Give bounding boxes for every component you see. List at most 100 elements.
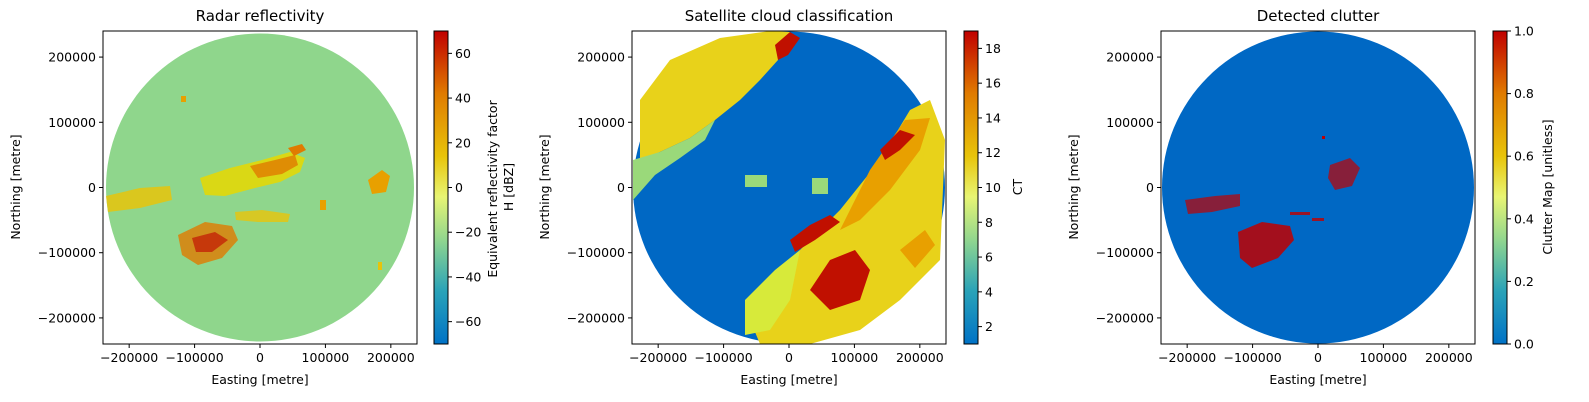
- chart-title: Satellite cloud classification: [685, 7, 894, 25]
- y-axis: −200000 −100000 0 100000 200000: [567, 50, 632, 325]
- colorbar-label: Clutter Map [unitless]: [1540, 119, 1555, 254]
- colorbar-tick-label: 0.2: [1514, 274, 1534, 289]
- y-axis: −200000 −100000 0 100000 200000: [1096, 50, 1161, 325]
- class-red-northeast: [880, 130, 915, 160]
- colorbar-tick-label: −40: [455, 269, 481, 284]
- class-orange-southeast: [900, 230, 935, 268]
- x-tick-label: 0: [785, 350, 793, 365]
- colorbar-tick-label: 0.4: [1514, 211, 1534, 226]
- x-tick-label: 100000: [831, 350, 879, 365]
- x-axis-label: Easting [metre]: [211, 372, 308, 387]
- y-tick-label: 100000: [577, 115, 625, 130]
- class-red-core: [810, 250, 870, 310]
- x-axis-label: Easting [metre]: [740, 372, 837, 387]
- y-axis-label: Northing [metre]: [8, 134, 23, 239]
- colorbar-tick-label: 0.0: [1514, 337, 1534, 352]
- colorbar-tick-label: −60: [455, 314, 481, 329]
- colorbar: 0.0 0.2 0.4 0.6 0.8 1.0 Clutter Map [unitless…: [1492, 24, 1555, 352]
- class-red-streak: [790, 215, 840, 252]
- y-tick-label: 100000: [1106, 115, 1154, 130]
- x-tick-label: 0: [256, 350, 264, 365]
- x-tick-label: −100000: [694, 350, 752, 365]
- clutter-west-streak: [1185, 194, 1240, 214]
- x-axis-label: Easting [metre]: [1269, 372, 1366, 387]
- colorbar-tick-label: 12: [985, 145, 1001, 160]
- colorbar-tick-label: 8: [985, 215, 993, 230]
- x-tick-label: 100000: [302, 350, 350, 365]
- clutter-detections: [1185, 136, 1360, 268]
- colorbar-tick-label: 16: [985, 76, 1001, 91]
- echo-east-small: [320, 200, 326, 210]
- class-yellow-northwest: [640, 31, 790, 160]
- y-axis-label: Northing [metre]: [537, 134, 552, 239]
- x-tick-label: −200000: [100, 350, 158, 365]
- colorbar-tick-label: 1.0: [1514, 24, 1534, 39]
- y-axis: −200000 −100000 0 100000 200000: [38, 50, 103, 325]
- colorbar-label: CT: [1010, 178, 1025, 195]
- y-tick-label: −200000: [38, 310, 96, 325]
- colorbar: 2 4 6 8 10 12 14 16 18 CT: [963, 30, 1025, 345]
- clutter-south-cluster: [1238, 222, 1294, 268]
- class-lightgreen-patch-2: [812, 178, 828, 194]
- colorbar-gradient: [433, 30, 449, 345]
- y-tick-label: 200000: [48, 50, 96, 65]
- colorbar-ticks: −60 −40 −20 0 20 40 60: [448, 46, 481, 329]
- y-tick-label: 0: [617, 180, 625, 195]
- x-tick-label: −100000: [1223, 350, 1281, 365]
- colorbar-tick-label: 60: [455, 46, 471, 61]
- colorbar-tick-label: 0.8: [1514, 86, 1534, 101]
- panel-satellite-cloud-classification: Satellite cloud classification −200000 −1…: [537, 7, 1025, 387]
- x-tick-label: −100000: [165, 350, 223, 365]
- x-axis: −200000 −100000 0 100000 200000: [1158, 344, 1473, 365]
- plot-area: [1162, 31, 1474, 344]
- colorbar-tick-label: 10: [985, 180, 1001, 195]
- class-yellowgreen-south: [745, 250, 800, 335]
- x-tick-label: 200000: [896, 350, 944, 365]
- echo-mid-south-streak: [235, 210, 290, 222]
- y-tick-label: −100000: [567, 245, 625, 260]
- colorbar-ticks: 0.0 0.2 0.4 0.6 0.8 1.0: [1507, 24, 1534, 352]
- x-tick-label: −200000: [629, 350, 687, 365]
- clutter-speck-2: [1290, 212, 1310, 215]
- clutter-speck-1: [1322, 136, 1325, 139]
- plot-area: [633, 31, 945, 344]
- y-tick-label: 100000: [48, 115, 96, 130]
- colorbar-gradient: [963, 30, 979, 345]
- chart-title: Detected clutter: [1257, 7, 1380, 25]
- colorbar-gradient: [1492, 30, 1508, 345]
- echo-south-cluster-inner: [192, 232, 228, 252]
- class-red-north-strip: [775, 32, 800, 60]
- colorbar-tick-label: 6: [985, 250, 993, 265]
- y-tick-label: −200000: [567, 310, 625, 325]
- y-tick-label: −100000: [1096, 245, 1154, 260]
- colorbar-tick-label: 20: [455, 135, 471, 150]
- y-tick-label: 200000: [1106, 50, 1154, 65]
- x-axis: −200000 −100000 0 100000 200000: [100, 344, 415, 365]
- y-axis-label: Northing [metre]: [1066, 134, 1081, 239]
- echo-south-east-speck: [378, 262, 382, 270]
- y-tick-label: 0: [1146, 180, 1154, 195]
- y-tick-label: −200000: [1096, 310, 1154, 325]
- colorbar-tick-label: 18: [985, 41, 1001, 56]
- reflectivity-echoes: [106, 96, 390, 270]
- x-tick-label: 100000: [1360, 350, 1408, 365]
- y-tick-label: −100000: [38, 245, 96, 260]
- x-tick-label: 0: [1314, 350, 1322, 365]
- class-lightgreen-patch-1: [745, 175, 767, 187]
- clutter-east-cluster: [1328, 158, 1360, 190]
- x-tick-label: 200000: [367, 350, 415, 365]
- colorbar-tick-label: 4: [985, 284, 993, 299]
- x-axis: −200000 −100000 0 100000 200000: [629, 344, 944, 365]
- echo-north-speck: [181, 96, 186, 102]
- echo-north-east-streak: [288, 144, 306, 156]
- colorbar-tick-label: 0.6: [1514, 149, 1534, 164]
- class-orange-band: [840, 118, 930, 230]
- colorbar-tick-label: −20: [455, 225, 481, 240]
- y-tick-label: 200000: [577, 50, 625, 65]
- y-tick-label: 0: [88, 180, 96, 195]
- x-tick-label: −200000: [1158, 350, 1216, 365]
- colorbar: −60 −40 −20 0 20 40 60 Equivalent reflectivity…: [433, 30, 516, 345]
- panel-radar-reflectivity: Radar reflectivity −200000 −100000 0 100000…: [8, 7, 516, 387]
- echo-central-core: [250, 155, 298, 178]
